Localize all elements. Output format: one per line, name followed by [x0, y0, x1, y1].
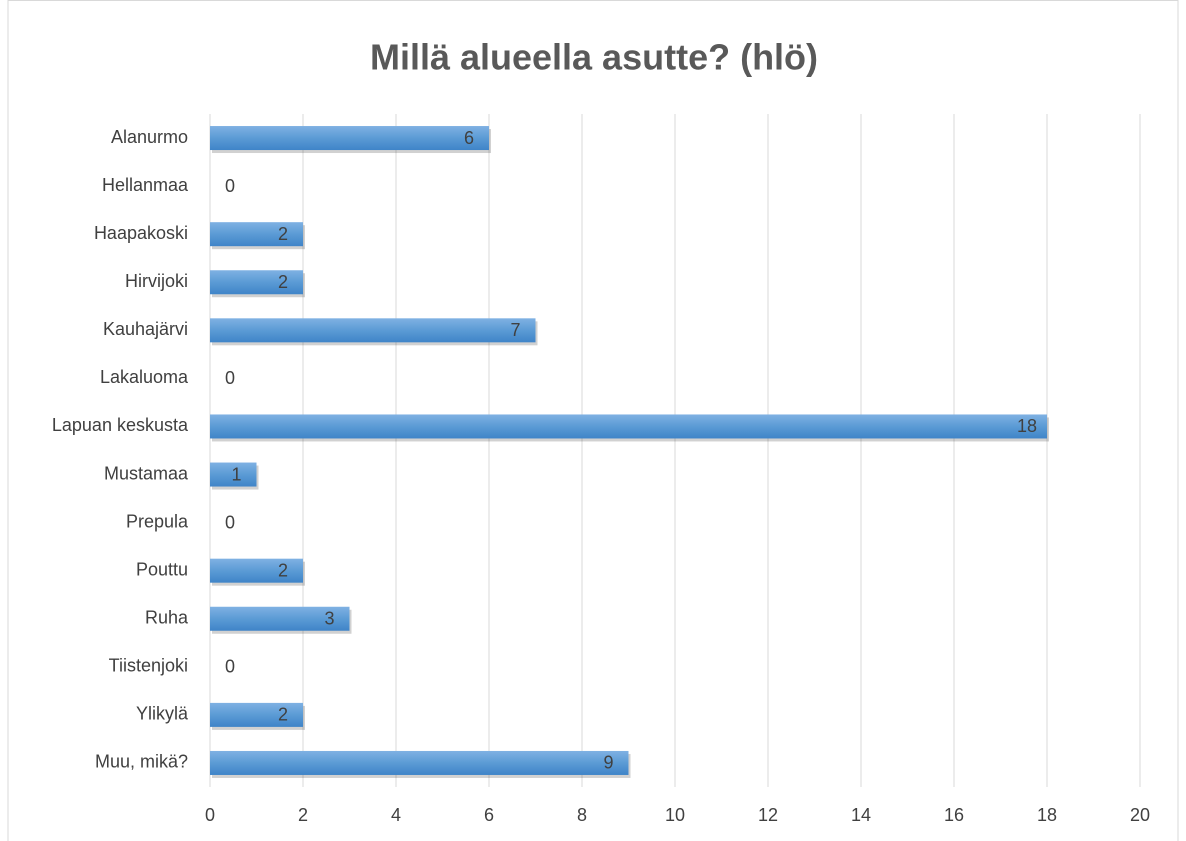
- data-label: 0: [225, 176, 235, 196]
- bar: [210, 414, 1047, 439]
- data-label: 2: [278, 272, 288, 292]
- data-label: 18: [1017, 416, 1037, 436]
- x-tick-label: 18: [1037, 805, 1057, 825]
- data-label: 0: [225, 512, 235, 532]
- y-tick-label: Lapuan keskusta: [52, 415, 189, 435]
- data-label: 2: [278, 560, 288, 580]
- data-label: 7: [510, 320, 520, 340]
- x-tick-label: 12: [758, 805, 778, 825]
- bar: [210, 222, 303, 247]
- x-tick-label: 14: [851, 805, 871, 825]
- y-tick-label: Lakaluoma: [100, 367, 189, 387]
- y-tick-label: Pouttu: [136, 559, 188, 579]
- x-tick-label: 4: [391, 805, 401, 825]
- y-tick-label: Tiistenjoki: [109, 656, 188, 676]
- bar: [210, 558, 303, 583]
- bar: [210, 462, 257, 487]
- bar: [210, 702, 303, 727]
- bar: [210, 750, 629, 775]
- y-tick-label: Muu, mikä?: [95, 752, 188, 772]
- y-tick-label: Hellanmaa: [102, 175, 189, 195]
- bar: [210, 318, 536, 343]
- y-tick-label: Prepula: [126, 511, 189, 531]
- bar: [210, 606, 350, 631]
- data-label: 0: [225, 368, 235, 388]
- data-label: 6: [464, 128, 474, 148]
- data-label: 2: [278, 705, 288, 725]
- y-tick-label: Hirvijoki: [125, 271, 188, 291]
- x-tick-label: 10: [665, 805, 685, 825]
- y-tick-label: Ruha: [145, 608, 189, 628]
- x-tick-label: 2: [298, 805, 308, 825]
- data-label: 3: [324, 609, 334, 629]
- x-tick-label: 16: [944, 805, 964, 825]
- bar: [210, 270, 303, 295]
- x-tick-label: 6: [484, 805, 494, 825]
- data-label: 0: [225, 657, 235, 677]
- x-tick-label: 20: [1130, 805, 1150, 825]
- y-tick-label: Haapakoski: [94, 223, 188, 243]
- y-tick-label: Ylikylä: [136, 704, 189, 724]
- y-tick-label: Alanurmo: [111, 127, 188, 147]
- y-tick-label: Kauhajärvi: [103, 319, 188, 339]
- chart-title: Millä alueella asutte? (hlö): [370, 37, 818, 78]
- x-tick-label: 8: [577, 805, 587, 825]
- data-label: 1: [231, 464, 241, 484]
- x-tick-label: 0: [205, 805, 215, 825]
- bar: [210, 126, 489, 151]
- data-label: 9: [603, 753, 613, 773]
- y-tick-label: Mustamaa: [104, 463, 189, 483]
- data-label: 2: [278, 224, 288, 244]
